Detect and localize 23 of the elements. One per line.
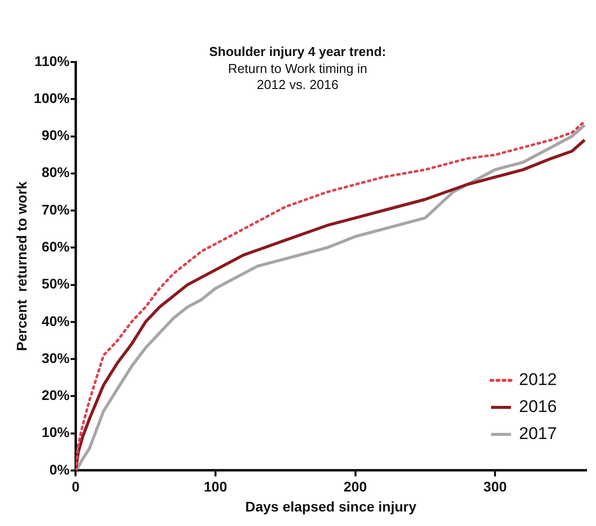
x-tick-label: 300 bbox=[483, 478, 507, 495]
x-tick-label: 0 bbox=[72, 478, 80, 495]
legend-label: 2016 bbox=[519, 397, 557, 416]
y-tick-label: 100% bbox=[34, 90, 70, 106]
y-tick-label: 90% bbox=[42, 127, 70, 144]
x-tick-label: 100 bbox=[204, 478, 228, 495]
y-tick-label: 80% bbox=[42, 164, 70, 180]
y-tick-label: 20% bbox=[42, 387, 70, 404]
y-tick-label: 50% bbox=[42, 276, 70, 292]
y-tick-label: 0% bbox=[49, 461, 70, 478]
y-tick-label: 30% bbox=[42, 350, 70, 366]
y-tick-label: 10% bbox=[42, 424, 70, 440]
y-tick-label: 60% bbox=[42, 238, 70, 254]
y-axis-title: Percent returned to work bbox=[13, 181, 30, 351]
y-tick-label: 40% bbox=[42, 312, 70, 329]
chart-title: Shoulder injury 4 year trend: bbox=[209, 44, 386, 60]
x-axis-title: Days elapsed since injury bbox=[245, 498, 417, 514]
y-tick-label: 70% bbox=[42, 201, 70, 218]
y-tick-label: 110% bbox=[34, 52, 70, 69]
x-tick-label: 200 bbox=[344, 478, 368, 495]
text: Return to Work timing in 2012 vs. 2016 bbox=[228, 61, 368, 92]
legend-label: 2012 bbox=[519, 370, 557, 390]
legend-label: 2017 bbox=[519, 424, 557, 444]
